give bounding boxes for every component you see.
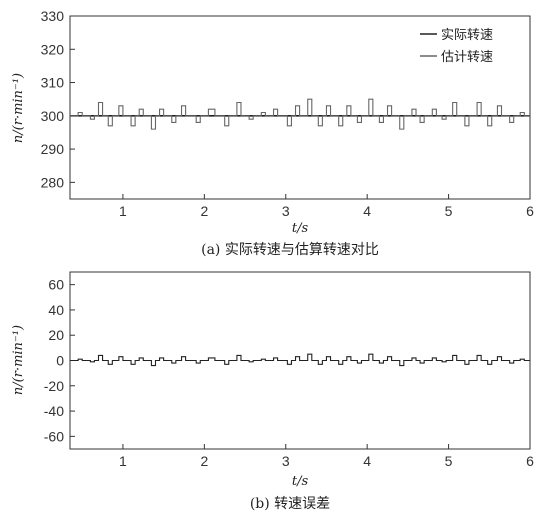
chart-a-xtick-label: 1: [119, 203, 127, 219]
chart-a-xticks: 1 2 3 4 5 6: [119, 194, 534, 219]
chart-b-xtick-label: 6: [526, 453, 534, 469]
chart-a-series: [70, 98, 530, 130]
chart-a-xtick-label: 3: [282, 203, 290, 219]
legend-label-estimate: 估计转速: [441, 50, 493, 65]
chart-b-xtick-label: 2: [200, 453, 208, 469]
chart-a-xtick-label: 5: [445, 203, 453, 219]
chart-b-series-0: [70, 353, 530, 367]
chart-a-xtick-label: 6: [526, 203, 534, 219]
chart-b-xticks: 1 2 3 4 5 6: [119, 444, 534, 469]
chart-b-ytick-label: 0: [56, 353, 64, 369]
chart-b-yticks: -60 -40 -20 0 20 40 60: [44, 277, 75, 444]
chart-a-ytick-label: 310: [41, 75, 65, 91]
chart-a-ytick-label: 330: [41, 8, 65, 24]
chart-b-ytick-label: -20: [44, 378, 64, 394]
chart-a-yticks: 280 290 300 310 320 330: [41, 8, 75, 190]
chart-b-xtick-label: 3: [282, 453, 290, 469]
chart-a-xtick-label: 2: [200, 203, 208, 219]
chart-a-ylabel: n/(r·min⁻¹): [11, 73, 26, 143]
chart-a-xtick-label: 4: [363, 203, 371, 219]
chart-b-xlabel: t/s: [292, 474, 309, 489]
legend-label-actual: 实际转速: [441, 28, 493, 43]
chart-a-ytick-label: 300: [41, 108, 65, 124]
chart-a-ytick-label: 290: [41, 141, 65, 157]
chart-b-xtick-label: 1: [119, 453, 127, 469]
chart-b-ylabel: n/(r·min⁻¹): [11, 325, 26, 395]
chart-a-plot-area: [69, 15, 531, 200]
chart-a-xlabel: t/s: [292, 221, 309, 236]
chart-b-caption: (b) 转速误差: [250, 496, 330, 512]
chart-a-legend: 实际转速 估计转速: [420, 28, 493, 65]
chart-a-ytick-label: 320: [41, 41, 65, 57]
chart-b-ytick-label: 20: [48, 327, 64, 343]
chart-b-xtick-label: 4: [363, 453, 371, 469]
chart-a: 280 290 300 310 320 330 1 2 3 4 5 6 t/s n/(r·min⁻¹…: [11, 8, 534, 258]
chart-b-ytick-label: 40: [48, 302, 64, 318]
chart-b-ytick-label: -40: [44, 403, 64, 419]
chart-b-xtick-label: 5: [445, 453, 453, 469]
chart-a-series-1: [70, 98, 530, 130]
chart-b-ytick-label: 60: [48, 277, 64, 293]
chart-b-series: [70, 353, 530, 367]
chart-b-ytick-label: -60: [44, 428, 64, 444]
chart-a-ytick-label: 280: [41, 174, 65, 190]
chart-a-caption: (a) 实际转速与估算转速对比: [201, 242, 379, 258]
